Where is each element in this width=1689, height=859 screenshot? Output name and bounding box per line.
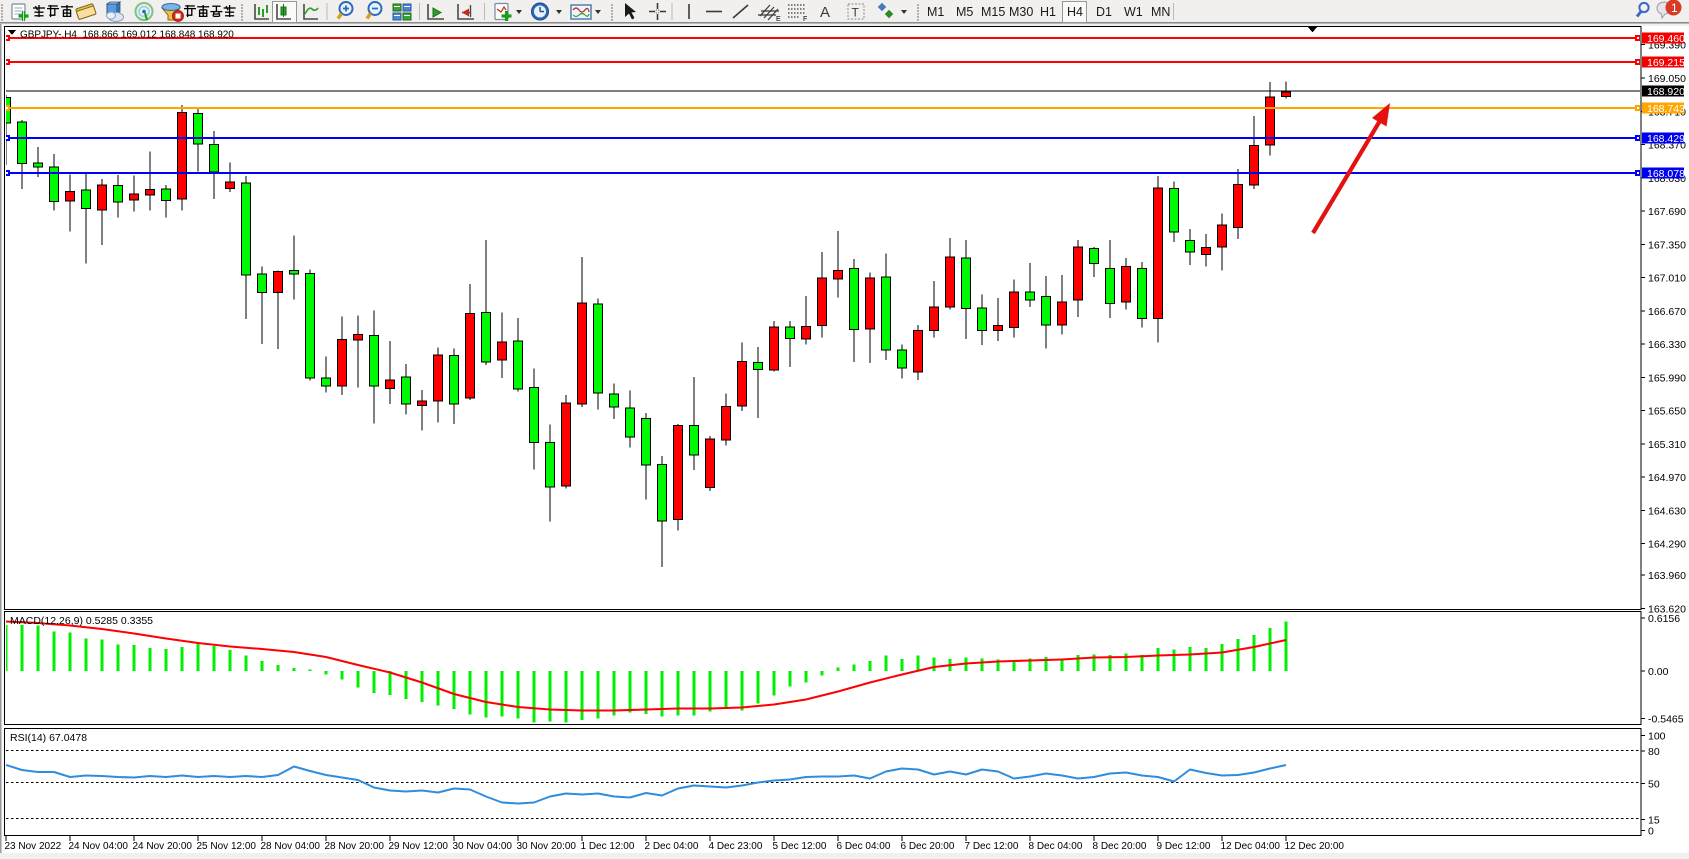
- svg-text:0.00: 0.00: [1648, 666, 1669, 678]
- svg-text:MACD(12,26,9) 0.5285 0.3355: MACD(12,26,9) 0.5285 0.3355: [10, 615, 153, 627]
- svg-text:F: F: [803, 16, 807, 23]
- svg-text:50: 50: [1648, 779, 1660, 791]
- svg-text:166.330: 166.330: [1648, 339, 1686, 351]
- svg-text:T: T: [852, 6, 860, 20]
- svg-text:167.010: 167.010: [1648, 273, 1686, 285]
- svg-text:2 Dec 04:00: 2 Dec 04:00: [645, 841, 699, 852]
- svg-text:6 Dec 04:00: 6 Dec 04:00: [837, 841, 891, 852]
- svg-text:-0.5465: -0.5465: [1648, 714, 1684, 726]
- svg-text:0: 0: [1648, 826, 1654, 838]
- svg-text:M1: M1: [927, 5, 944, 19]
- svg-text:W1: W1: [1124, 5, 1143, 19]
- svg-text:A: A: [820, 4, 830, 21]
- svg-text:168.920: 168.920: [1647, 86, 1685, 98]
- svg-text:164.290: 164.290: [1648, 539, 1686, 551]
- svg-text:MN: MN: [1151, 5, 1170, 19]
- svg-text:28 Nov 04:00: 28 Nov 04:00: [261, 841, 321, 852]
- svg-text:M30: M30: [1009, 5, 1033, 19]
- svg-text:9 Dec 12:00: 9 Dec 12:00: [1157, 841, 1211, 852]
- svg-text:167.350: 167.350: [1648, 239, 1686, 251]
- svg-text:8 Dec 20:00: 8 Dec 20:00: [1093, 841, 1147, 852]
- svg-text:4 Dec 23:00: 4 Dec 23:00: [709, 841, 763, 852]
- svg-text:165.310: 165.310: [1648, 439, 1686, 451]
- svg-text:80: 80: [1648, 746, 1660, 758]
- svg-text:H1: H1: [1040, 5, 1056, 19]
- svg-text:164.630: 164.630: [1648, 505, 1686, 517]
- svg-text:24 Nov 04:00: 24 Nov 04:00: [69, 841, 129, 852]
- svg-text:5 Dec 12:00: 5 Dec 12:00: [773, 841, 827, 852]
- svg-text:169.050: 169.050: [1648, 73, 1686, 85]
- svg-text:6 Dec 20:00: 6 Dec 20:00: [901, 841, 955, 852]
- svg-text:D1: D1: [1096, 5, 1112, 19]
- svg-text:166.670: 166.670: [1648, 306, 1686, 318]
- svg-text:169.215: 169.215: [1647, 57, 1685, 69]
- svg-text:167.690: 167.690: [1648, 206, 1686, 218]
- svg-text:29 Nov 12:00: 29 Nov 12:00: [389, 841, 449, 852]
- svg-text:163.960: 163.960: [1648, 570, 1686, 582]
- svg-text:168.078: 168.078: [1647, 168, 1685, 180]
- svg-text:8 Dec 04:00: 8 Dec 04:00: [1029, 841, 1083, 852]
- svg-text:12 Dec 04:00: 12 Dec 04:00: [1221, 841, 1281, 852]
- svg-text:M15: M15: [981, 5, 1005, 19]
- svg-text:15: 15: [1648, 815, 1660, 827]
- svg-text:23 Nov 2022: 23 Nov 2022: [5, 841, 62, 852]
- svg-text:12 Dec 20:00: 12 Dec 20:00: [1285, 841, 1345, 852]
- svg-text:E: E: [776, 16, 781, 23]
- svg-text:165.990: 165.990: [1648, 372, 1686, 384]
- svg-text:25 Nov 12:00: 25 Nov 12:00: [197, 841, 257, 852]
- svg-text:165.650: 165.650: [1648, 406, 1686, 418]
- svg-text:24 Nov 20:00: 24 Nov 20:00: [133, 841, 193, 852]
- svg-text:GBPJPY-.H4 168.866 169.012 16: GBPJPY-.H4 168.866 169.012 168.848 168.9…: [20, 30, 234, 41]
- svg-text:169.460: 169.460: [1647, 33, 1685, 45]
- svg-text:1: 1: [1671, 1, 1678, 15]
- svg-text:28 Nov 20:00: 28 Nov 20:00: [325, 841, 385, 852]
- svg-text:1 Dec 12:00: 1 Dec 12:00: [581, 841, 635, 852]
- svg-text:RSI(14) 67.0478: RSI(14) 67.0478: [10, 732, 87, 744]
- svg-text:30 Nov 20:00: 30 Nov 20:00: [517, 841, 577, 852]
- svg-text:7 Dec 12:00: 7 Dec 12:00: [965, 841, 1019, 852]
- svg-text:164.970: 164.970: [1648, 472, 1686, 484]
- svg-text:100: 100: [1648, 731, 1666, 743]
- svg-text:30 Nov 04:00: 30 Nov 04:00: [453, 841, 513, 852]
- svg-text:M5: M5: [956, 5, 973, 19]
- svg-text:168.429: 168.429: [1647, 133, 1685, 145]
- svg-text:0.6156: 0.6156: [1648, 613, 1680, 625]
- svg-text:168.743: 168.743: [1647, 103, 1685, 115]
- svg-text:H4: H4: [1067, 5, 1083, 19]
- svg-text:163.620: 163.620: [1648, 603, 1686, 615]
